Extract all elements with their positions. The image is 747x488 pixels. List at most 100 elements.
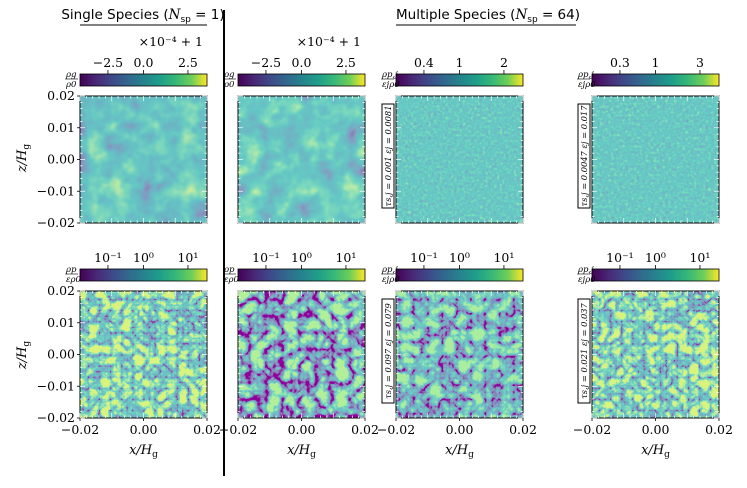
colorbar-label-den: ρ0 <box>223 80 235 90</box>
svg-text:Single Species (Nsp = 1): Single Species (Nsp = 1) <box>61 7 224 25</box>
y-tick-label: −0.01 <box>37 378 75 393</box>
y-tick-label: 0.01 <box>47 315 75 330</box>
y-tick-label: 0.02 <box>47 88 75 103</box>
colorbar-tick-label: 10⁰ <box>449 250 470 265</box>
colorbar-tick-label: 10¹ <box>177 250 198 265</box>
colorbar-tick-label: 10¹ <box>493 250 514 265</box>
y-tick-label: 0.02 <box>47 283 75 298</box>
x-tick-label: 0.00 <box>642 422 670 437</box>
colorbar-label-den: εjρ0 <box>382 275 400 285</box>
species-tag-box <box>577 298 591 404</box>
header-single: Single Species (Nsp = 1) <box>61 7 225 26</box>
colorbar-tick-label: 2.5 <box>336 55 356 70</box>
x-tick-label: −0.02 <box>219 422 257 437</box>
x-tick-label: 0.02 <box>509 422 537 437</box>
colorbar-tick-label: 2.5 <box>178 55 198 70</box>
x-tick-label: 0.02 <box>193 422 221 437</box>
colorbar-label-num: ρg <box>223 70 235 80</box>
colorbar-label-den: ερ0 <box>66 275 82 285</box>
density-map <box>396 291 523 418</box>
colorbar-tick-label: 10⁰ <box>645 250 666 265</box>
x-tick-label: −0.02 <box>573 422 611 437</box>
xlabel: x/Hg <box>129 443 158 460</box>
colorbar <box>591 268 720 282</box>
species-tag: τs,j = 0.097 εj = 0.079 <box>383 302 393 398</box>
colorbar-offset: ×10⁻⁴ + 1 <box>139 34 203 49</box>
colorbar-label-den: ερ0 <box>224 275 240 285</box>
x-tick-label: 0.00 <box>446 422 474 437</box>
y-tick-label: 0.00 <box>47 152 75 167</box>
y-tick-label: 0.01 <box>47 120 75 135</box>
colorbar-label-num: ρp,j <box>577 70 594 80</box>
colorbar-tick-label: 3 <box>696 55 704 70</box>
colorbar-tick-label: 10⁻¹ <box>606 250 634 265</box>
colorbar-tick-label: 10⁻¹ <box>252 250 280 265</box>
colorbar-tick-label: 10¹ <box>335 250 356 265</box>
colorbar-label-den: εjρ0 <box>578 275 596 285</box>
species-tag: τs,j = 0.021 εj = 0.037 <box>579 302 589 398</box>
colorbar-tick-label: 10⁰ <box>291 250 312 265</box>
x-tick-label: 0.02 <box>705 422 733 437</box>
density-map <box>396 96 523 223</box>
colorbar <box>395 73 524 87</box>
colorbar-label-den: ρ0 <box>65 80 77 90</box>
xlabel: x/Hg <box>287 443 316 460</box>
density-map <box>238 96 365 223</box>
ylabel-top: z/Hg <box>15 144 32 174</box>
colorbar-tick-label: 0.0 <box>292 55 312 70</box>
density-map <box>238 291 365 418</box>
species-tag-box <box>577 103 591 209</box>
colorbar-tick-label: 10⁰ <box>133 250 154 265</box>
species-tag: τs,j = 0.001 εj = 0.0081 <box>383 106 393 207</box>
header-multiple: Multiple Species (Nsp = 64) <box>396 7 580 26</box>
colorbar-label-num: ρp <box>223 265 235 275</box>
colorbar-tick-label: 0.3 <box>610 55 630 70</box>
colorbar-label-den: εjρ0 <box>382 80 400 90</box>
y-tick-label: −0.02 <box>37 215 75 230</box>
density-map <box>592 291 719 418</box>
colorbar-tick-label: 10⁻¹ <box>94 250 122 265</box>
colorbar <box>591 73 720 87</box>
species-tag-box <box>381 298 395 404</box>
colorbar-offset: ×10⁻⁴ + 1 <box>297 34 361 49</box>
colorbar-tick-label: 10¹ <box>689 250 710 265</box>
density-map <box>80 96 207 223</box>
y-tick-label: −0.01 <box>37 183 75 198</box>
colorbar-label-num: ρp,j <box>577 265 594 275</box>
colorbar-tick-label: 10⁻¹ <box>410 250 438 265</box>
species-tag-box <box>381 103 395 209</box>
colorbar-tick-label: −2.5 <box>251 55 281 70</box>
colorbar-label-num: ρp <box>65 265 77 275</box>
x-tick-label: 0.02 <box>351 422 379 437</box>
colorbar-label-num: ρp,j <box>381 70 398 80</box>
colorbar-tick-label: 0.0 <box>134 55 154 70</box>
colorbar <box>79 73 208 87</box>
svg-text:Multiple Species (Nsp = 64): Multiple Species (Nsp = 64) <box>396 7 580 25</box>
xlabel: x/Hg <box>445 443 474 460</box>
density-map <box>592 96 719 223</box>
colorbar-label-num: ρg <box>65 70 77 80</box>
colorbar-label-den: εjρ0 <box>578 80 596 90</box>
colorbar-tick-label: −2.5 <box>93 55 123 70</box>
colorbar-tick-label: 1 <box>652 55 660 70</box>
ylabel-bottom: z/Hg <box>15 341 32 371</box>
colorbar <box>237 268 366 282</box>
x-tick-label: 0.00 <box>288 422 316 437</box>
x-tick-label: −0.02 <box>377 422 415 437</box>
density-map <box>80 291 207 418</box>
x-tick-label: −0.02 <box>61 422 99 437</box>
y-tick-label: −0.02 <box>37 410 75 425</box>
colorbar <box>237 73 366 87</box>
colorbar-tick-label: 0.4 <box>414 55 434 70</box>
x-tick-label: 0.00 <box>130 422 158 437</box>
colorbar-tick-label: 1 <box>456 55 464 70</box>
xlabel: x/Hg <box>641 443 670 460</box>
species-tag: τs,j = 0.0047 εj = 0.017 <box>579 105 589 207</box>
